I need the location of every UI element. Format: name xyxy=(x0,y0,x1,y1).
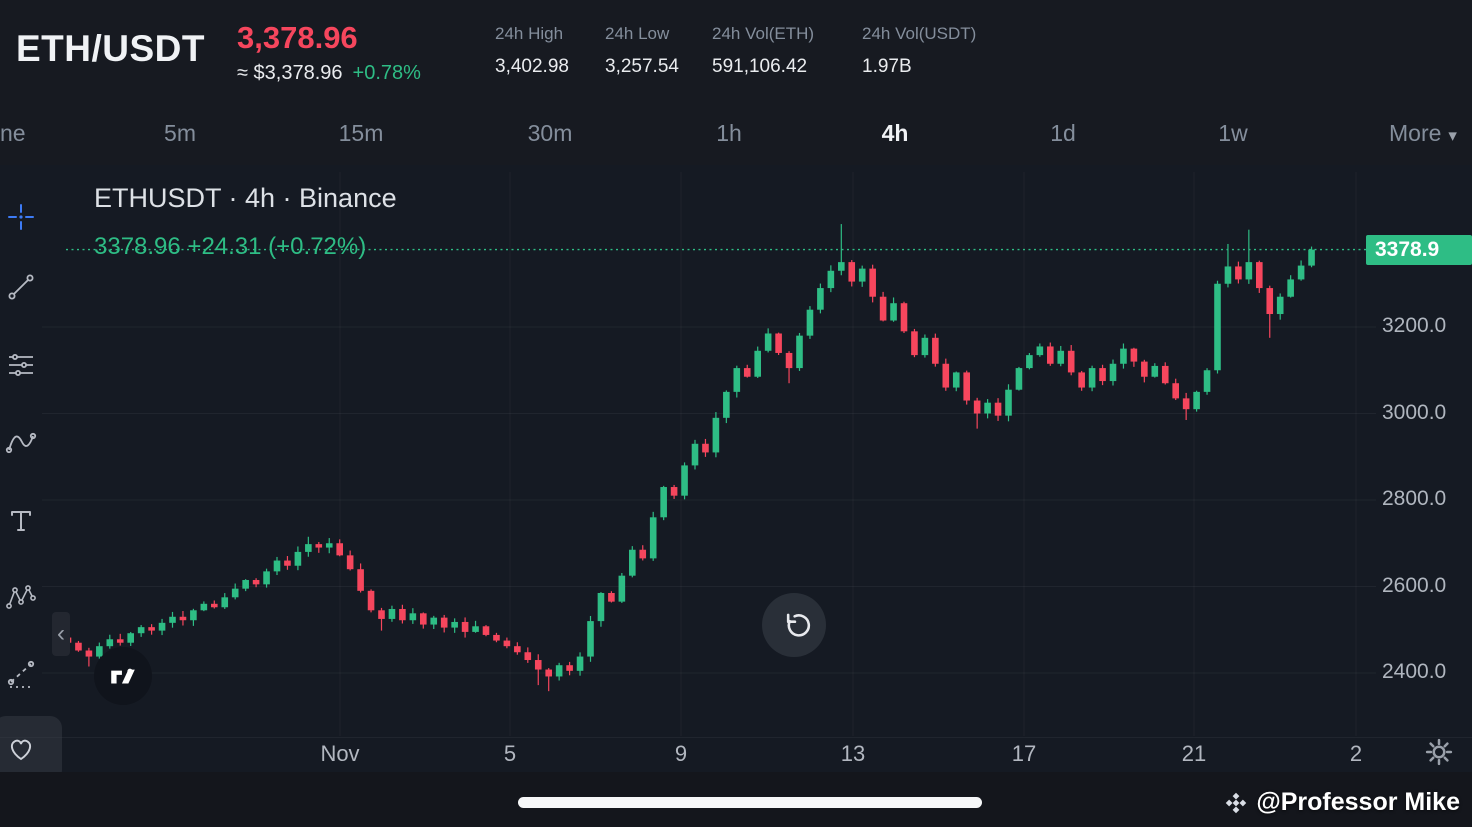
time-axis[interactable] xyxy=(0,737,1472,772)
stat-label: 24h Vol(ETH) xyxy=(712,24,815,43)
x-axis-label: 9 xyxy=(674,741,688,766)
last-price: 3,378.96 xyxy=(237,20,358,55)
chart-legend-price: 3378.96 +24.31 (+0.72%) xyxy=(94,233,367,260)
home-indicator-handle[interactable] xyxy=(518,797,982,808)
y-axis-label: 3200.0 xyxy=(1382,314,1447,337)
stat-label: 24h Low xyxy=(605,24,670,43)
forecast-tool-icon[interactable] xyxy=(2,655,40,693)
toolbar-collapse-handle[interactable]: ‹ xyxy=(52,612,70,656)
tab-timeframe-4h[interactable]: 4h xyxy=(881,120,909,146)
xabcd-pattern-tool-icon[interactable] xyxy=(2,578,40,616)
x-axis-label: 13 xyxy=(840,741,866,766)
stat-24h-high: 24h High 3,402.98 xyxy=(495,24,569,78)
more-timeframes-button[interactable]: More ▾ xyxy=(1389,120,1457,147)
tradingview-logo[interactable] xyxy=(94,647,152,705)
more-label: More xyxy=(1389,120,1442,146)
x-axis-label: 5 xyxy=(503,741,517,766)
y-axis-label: 2600.0 xyxy=(1382,574,1447,597)
tab-timeframe-1d[interactable]: 1d xyxy=(1050,120,1076,146)
x-axis-label: Nov xyxy=(320,741,360,766)
tab-timeframe-line[interactable]: ne xyxy=(0,120,26,146)
x-axis-label: 2 xyxy=(1349,741,1363,766)
trendline-tool-icon[interactable] xyxy=(2,268,40,306)
stat-label: 24h High xyxy=(495,24,564,43)
y-axis-label: 2800.0 xyxy=(1382,487,1447,510)
change-percent: +0.78% xyxy=(352,62,421,84)
chevron-down-icon: ▾ xyxy=(1448,126,1457,145)
stat-label: 24h Vol(USDT) xyxy=(862,24,977,43)
fiat-price-row: ≈ $3,378.96 +0.78% xyxy=(237,62,421,85)
watermark: @Professor Mike xyxy=(1224,788,1460,817)
stat-24h-vol-eth: 24h Vol(ETH) 591,106.42 xyxy=(712,24,814,78)
horizontal-lines-tool-icon[interactable] xyxy=(2,346,40,384)
stat-24h-low: 24h Low 3,257.54 xyxy=(605,24,679,78)
favorites-heart-icon[interactable] xyxy=(2,730,40,768)
chart-canvas[interactable] xyxy=(0,165,1472,737)
tab-timeframe-15m[interactable]: 15m xyxy=(338,120,384,146)
y-axis-label: 3000.0 xyxy=(1382,401,1447,424)
text-tool-icon[interactable] xyxy=(2,502,40,540)
chart-settings-gear-icon[interactable] xyxy=(1424,737,1456,769)
stat-value: 591,106.42 xyxy=(712,56,808,77)
tab-timeframe-1w[interactable]: 1w xyxy=(1218,120,1248,146)
stat-24h-vol-usdt: 24h Vol(USDT) 1.97B xyxy=(862,24,976,78)
binance-logo-icon xyxy=(1226,792,1247,813)
fiat-price: ≈ $3,378.96 xyxy=(237,62,343,84)
x-axis-label: 21 xyxy=(1181,741,1207,766)
reload-chart-button[interactable] xyxy=(762,593,826,657)
tab-timeframe-30m[interactable]: 30m xyxy=(527,120,573,146)
favorites-drawer-backdrop xyxy=(0,716,62,782)
rotate-ccw-icon xyxy=(786,613,811,637)
current-price-tag: 3378.9 xyxy=(1366,235,1472,265)
tab-timeframe-1h[interactable]: 1h xyxy=(716,120,742,146)
watermark-handle: @Professor Mike xyxy=(1256,788,1460,816)
stat-value: 1.97B xyxy=(862,56,912,77)
x-axis-label: 17 xyxy=(1011,741,1037,766)
stat-value: 3,257.54 xyxy=(605,56,679,77)
y-axis-label: 2400.0 xyxy=(1382,660,1447,683)
tab-timeframe-5m[interactable]: 5m xyxy=(164,120,196,146)
stat-value: 3,402.98 xyxy=(495,56,569,77)
chart-legend-title: ETHUSDT · 4h · Binance xyxy=(94,183,397,213)
pair-title: ETH/USDT xyxy=(16,28,205,69)
cursor-crosshair-tool-icon[interactable] xyxy=(2,198,40,236)
tradingview-icon xyxy=(111,668,135,684)
curve-tool-icon[interactable] xyxy=(2,424,40,462)
